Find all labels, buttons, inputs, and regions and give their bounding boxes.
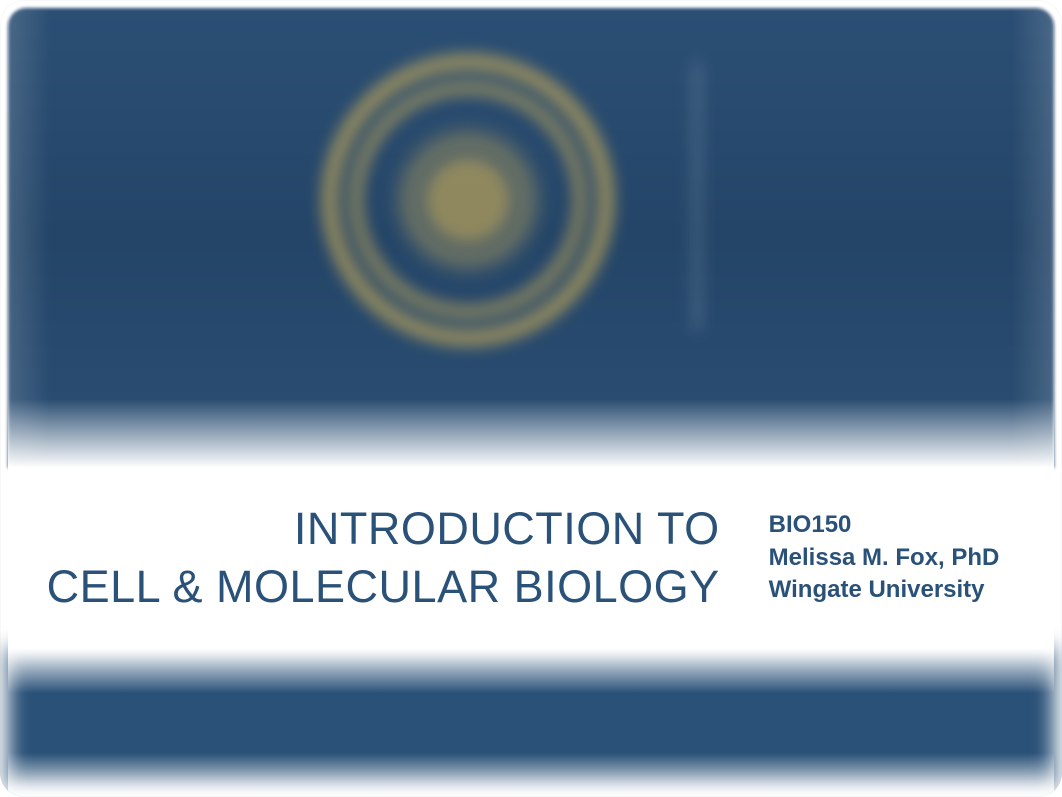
seal-divider <box>695 61 699 331</box>
course-code: BIO150 <box>769 509 1000 541</box>
title-band: INTRODUCTION TO CELL & MOLECULAR BIOLOGY… <box>8 468 1054 648</box>
slide-title-line1: INTRODUCTION TO <box>47 500 720 558</box>
instructor-name: Melissa M. Fox, PhD <box>769 542 1000 574</box>
institution-name: Wingate University <box>769 574 1000 606</box>
bottom-banner <box>8 648 1054 788</box>
presentation-slide: INTRODUCTION TO CELL & MOLECULAR BIOLOGY… <box>0 0 1062 797</box>
slide-title-line2: CELL & MOLECULAR BIOLOGY <box>47 558 720 616</box>
university-seal-icon <box>323 55 613 345</box>
slide-meta: BIO150 Melissa M. Fox, PhD Wingate Unive… <box>769 509 1000 606</box>
title-separator <box>744 503 745 613</box>
seal-area <box>0 55 1062 345</box>
slide-title: INTRODUCTION TO CELL & MOLECULAR BIOLOGY <box>47 500 720 615</box>
